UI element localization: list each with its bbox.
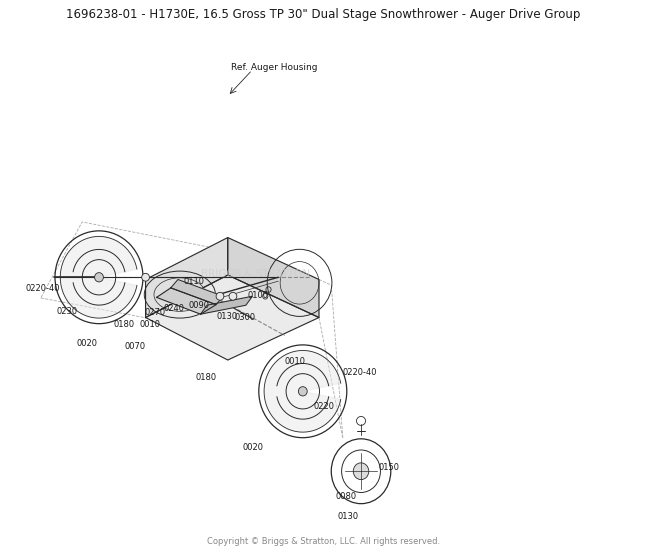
Ellipse shape [298,387,307,396]
Text: 0180: 0180 [195,373,217,382]
Text: 1696238-01 - H1730E, 16.5 Gross TP 30" Dual Stage Snowthrower - Auger Drive Grou: 1696238-01 - H1730E, 16.5 Gross TP 30" D… [66,8,581,21]
Text: 0090: 0090 [188,301,209,310]
Polygon shape [146,275,319,360]
Polygon shape [146,238,228,318]
Text: 0150: 0150 [378,463,399,472]
Text: 0110: 0110 [184,277,204,286]
Text: 0240: 0240 [164,304,184,312]
Polygon shape [157,288,216,314]
Ellipse shape [353,463,369,480]
Polygon shape [201,296,252,314]
Text: BRIGGS & STRATTON: BRIGGS & STRATTON [201,269,310,279]
Ellipse shape [216,292,224,300]
Text: 0100: 0100 [248,291,269,300]
Polygon shape [264,350,341,432]
Text: 0300: 0300 [234,313,256,322]
Text: 0010: 0010 [140,320,160,329]
Ellipse shape [229,292,237,300]
Text: 0230: 0230 [56,307,78,316]
Text: 0070: 0070 [124,342,146,351]
Ellipse shape [94,273,104,282]
Ellipse shape [142,273,149,281]
Text: 0130: 0130 [338,512,359,521]
Text: 0020: 0020 [243,443,263,452]
Text: 0020: 0020 [77,339,98,348]
Text: 0080: 0080 [336,492,357,501]
Text: 0270: 0270 [145,308,166,317]
Text: 0010: 0010 [285,357,305,366]
Polygon shape [60,236,137,318]
Text: 0220-40: 0220-40 [343,368,377,377]
Text: Ref. Auger Housing: Ref. Auger Housing [231,63,318,72]
Text: 0180: 0180 [114,320,135,329]
Text: 0220-40: 0220-40 [26,284,60,293]
Polygon shape [171,280,223,305]
Polygon shape [228,238,319,318]
Text: Copyright © Briggs & Stratton, LLC. All rights reserved.: Copyright © Briggs & Stratton, LLC. All … [207,537,440,546]
Text: 0130: 0130 [216,312,237,321]
Text: 0220: 0220 [313,402,334,411]
